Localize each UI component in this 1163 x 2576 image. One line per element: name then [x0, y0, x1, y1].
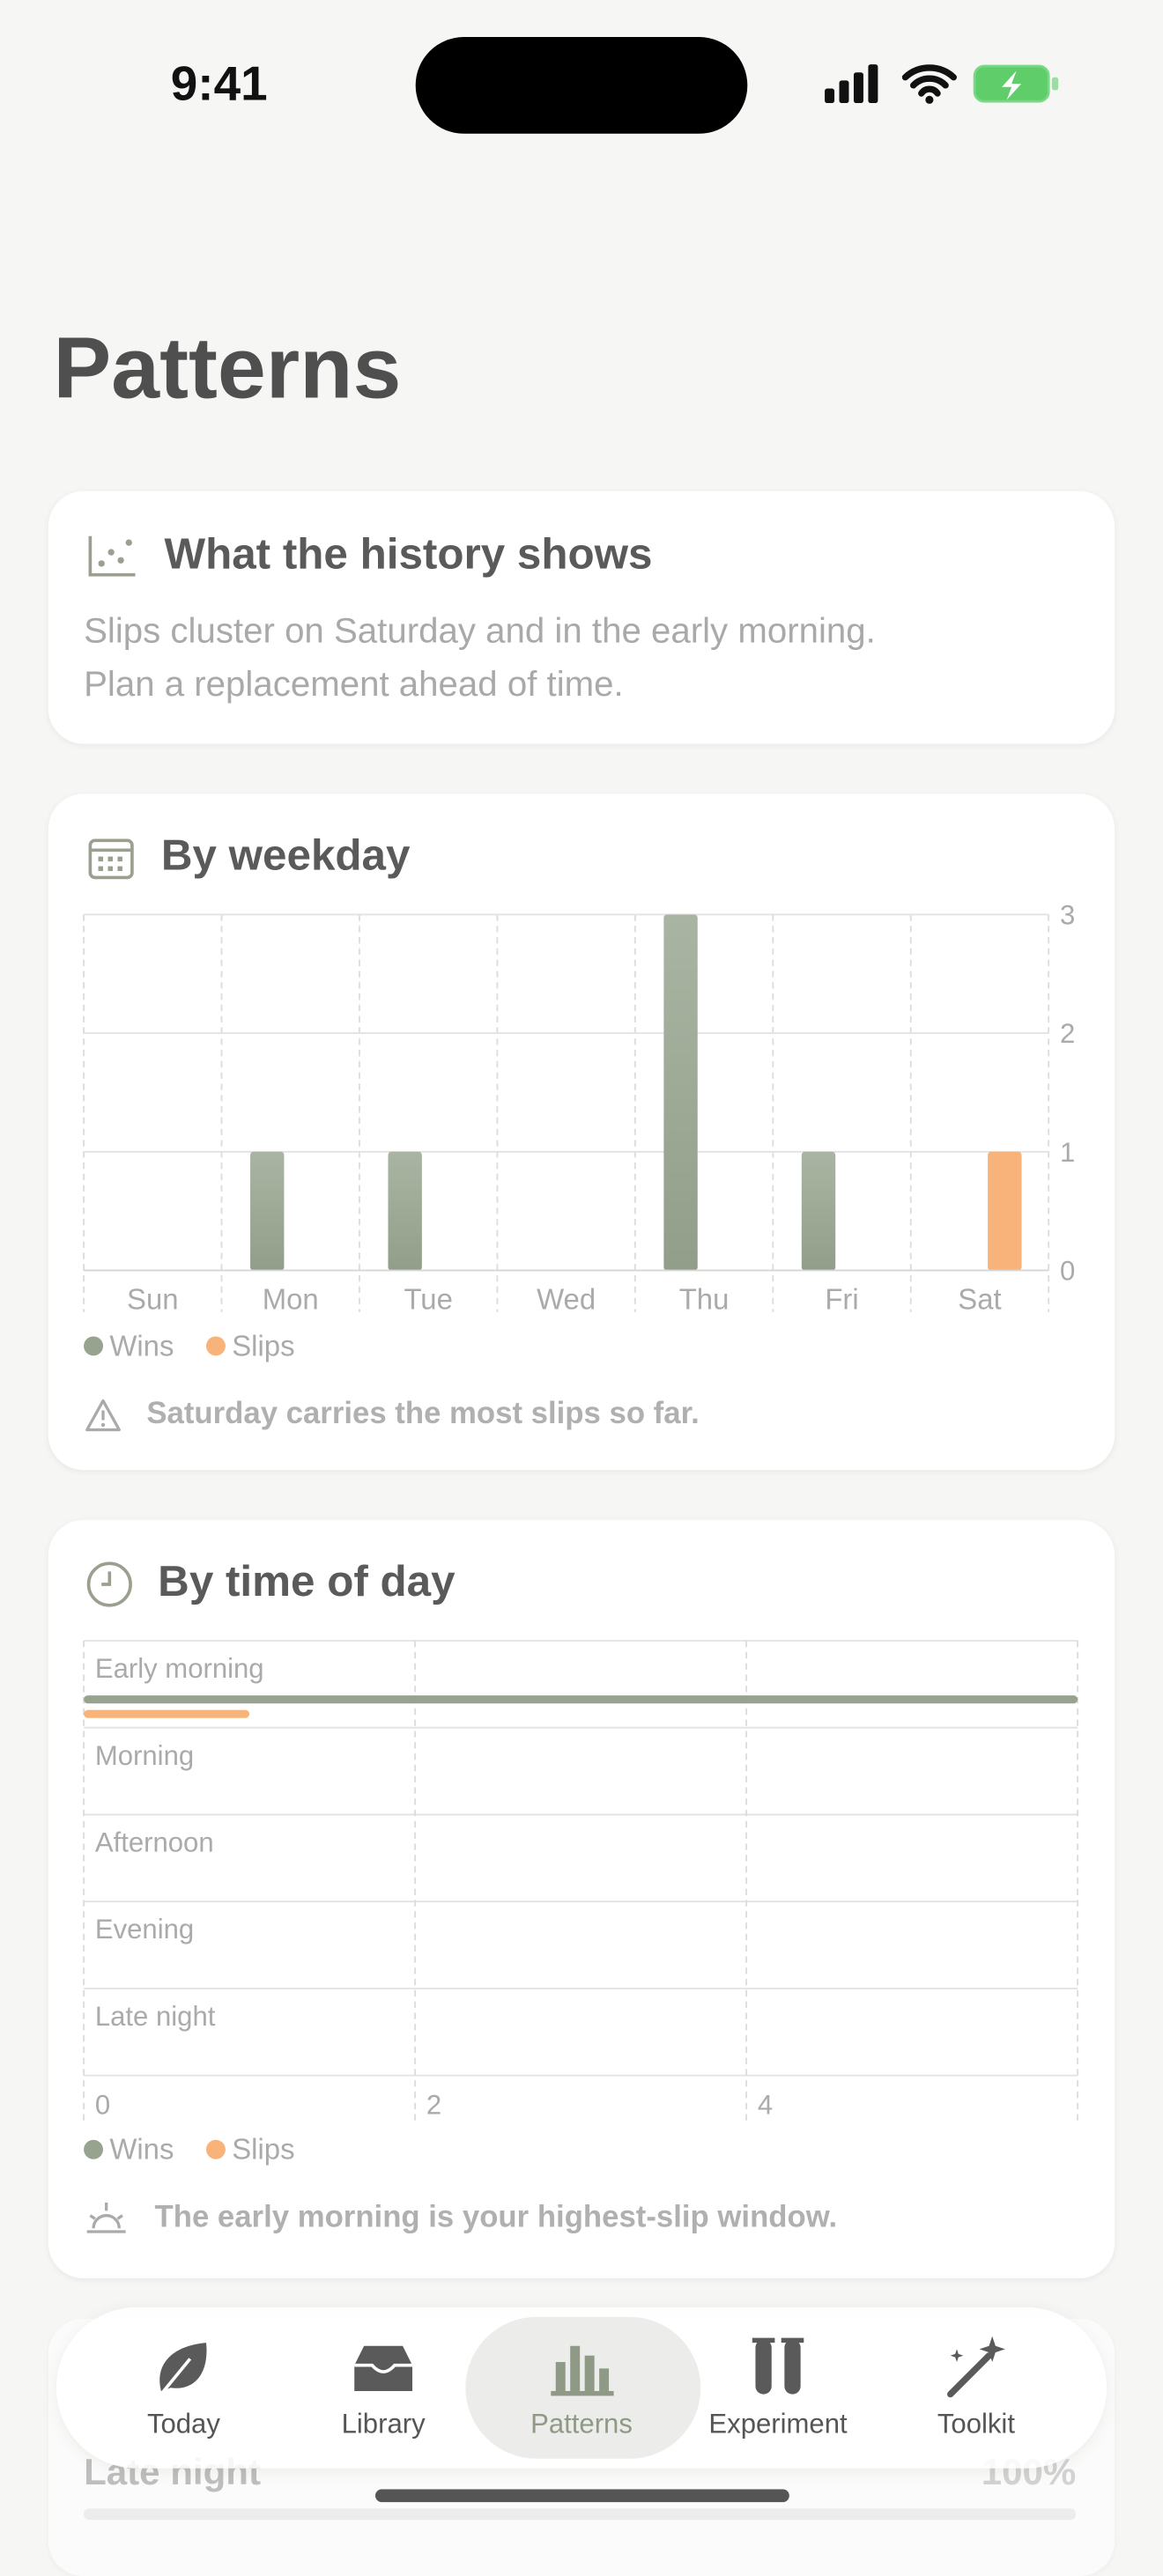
y-tick-label: 3	[1060, 899, 1075, 930]
bar	[388, 1151, 422, 1271]
calendar-icon	[88, 838, 134, 880]
legend-label: Wins	[109, 2133, 174, 2166]
bar	[84, 1709, 250, 1718]
tab-icon[interactable]	[743, 2333, 813, 2401]
time-card: By time of day The early morning is your…	[48, 1519, 1115, 2278]
weekday-card: By weekday Saturday carries the most sli…	[48, 793, 1115, 1471]
legend-swatch	[84, 1336, 104, 1356]
x-tick-label: Sun	[127, 1282, 179, 1315]
row-label: Early morning	[95, 1653, 264, 1684]
tab-icon[interactable]	[941, 2333, 1011, 2401]
legend-label: Slips	[232, 2133, 294, 2166]
clock-icon	[86, 1561, 132, 1607]
status-icons	[825, 64, 1059, 104]
tab-label[interactable]: Experiment	[708, 2409, 848, 2439]
bar	[250, 1151, 285, 1271]
legend-label: Slips	[232, 1329, 294, 1362]
x-tick-label: 0	[95, 2089, 110, 2120]
sunrise-icon	[86, 2203, 126, 2233]
x-tick-label: 2	[426, 2089, 441, 2120]
legend-label: Wins	[109, 1329, 174, 1362]
summary-card: What the history shows Slips cluster on …	[48, 491, 1115, 744]
tab-label[interactable]: Toolkit	[937, 2409, 1015, 2439]
tab-icon[interactable]	[148, 2333, 219, 2401]
legend-swatch	[205, 2139, 226, 2159]
row-label: Afternoon	[95, 1827, 214, 1857]
chart-note: The early morning is your highest-slip w…	[154, 2201, 838, 2235]
row-label: Morning	[95, 1740, 194, 1771]
tab-label[interactable]: Today	[146, 2409, 220, 2439]
x-tick-label: 4	[758, 2089, 773, 2120]
summary-line: Plan a replacement ahead of time.	[84, 663, 624, 704]
y-tick-label: 1	[1060, 1137, 1075, 1168]
chart-note: Saturday carries the most slips so far.	[146, 1397, 700, 1432]
tab-label[interactable]: Patterns	[530, 2409, 633, 2439]
dynamic-island	[415, 37, 748, 134]
page-title: Patterns	[53, 320, 402, 417]
row-label: Late night	[95, 2001, 216, 2032]
tab-label[interactable]: Library	[341, 2409, 426, 2439]
x-tick-label: Tue	[404, 1282, 452, 1315]
card-heading: By time of day	[158, 1556, 456, 1605]
warning-icon	[85, 1399, 121, 1432]
tab-icon[interactable]	[348, 2333, 419, 2401]
legend-swatch	[84, 2139, 104, 2159]
bar	[663, 914, 698, 1271]
x-tick-label: Thu	[679, 1282, 730, 1315]
x-tick-label: Wed	[537, 1282, 596, 1315]
scatter-icon	[88, 535, 136, 577]
summary-line: Slips cluster on Saturday and in the ear…	[84, 609, 876, 651]
card-heading: What the history shows	[164, 529, 653, 579]
tab-bar: Today Library Patterns Experiment Toolkit	[56, 2307, 1107, 2469]
bar	[84, 1695, 1078, 1704]
y-tick-label: 0	[1060, 1255, 1075, 1286]
legend-swatch	[205, 1336, 226, 1356]
row-label: Evening	[95, 1914, 194, 1945]
y-tick-label: 2	[1060, 1018, 1075, 1049]
home-indicator	[374, 2489, 789, 2503]
bar	[988, 1151, 1022, 1271]
selected-tab-bg	[465, 2316, 701, 2459]
x-tick-label: Mon	[263, 1282, 319, 1315]
x-tick-label: Fri	[825, 1282, 858, 1315]
tab-icon[interactable]	[546, 2333, 617, 2401]
card-heading: By weekday	[160, 830, 411, 880]
status-time: 9:41	[170, 57, 268, 112]
x-tick-label: Sat	[958, 1282, 1001, 1315]
bar	[801, 1151, 836, 1271]
progress-track	[84, 2508, 1077, 2521]
